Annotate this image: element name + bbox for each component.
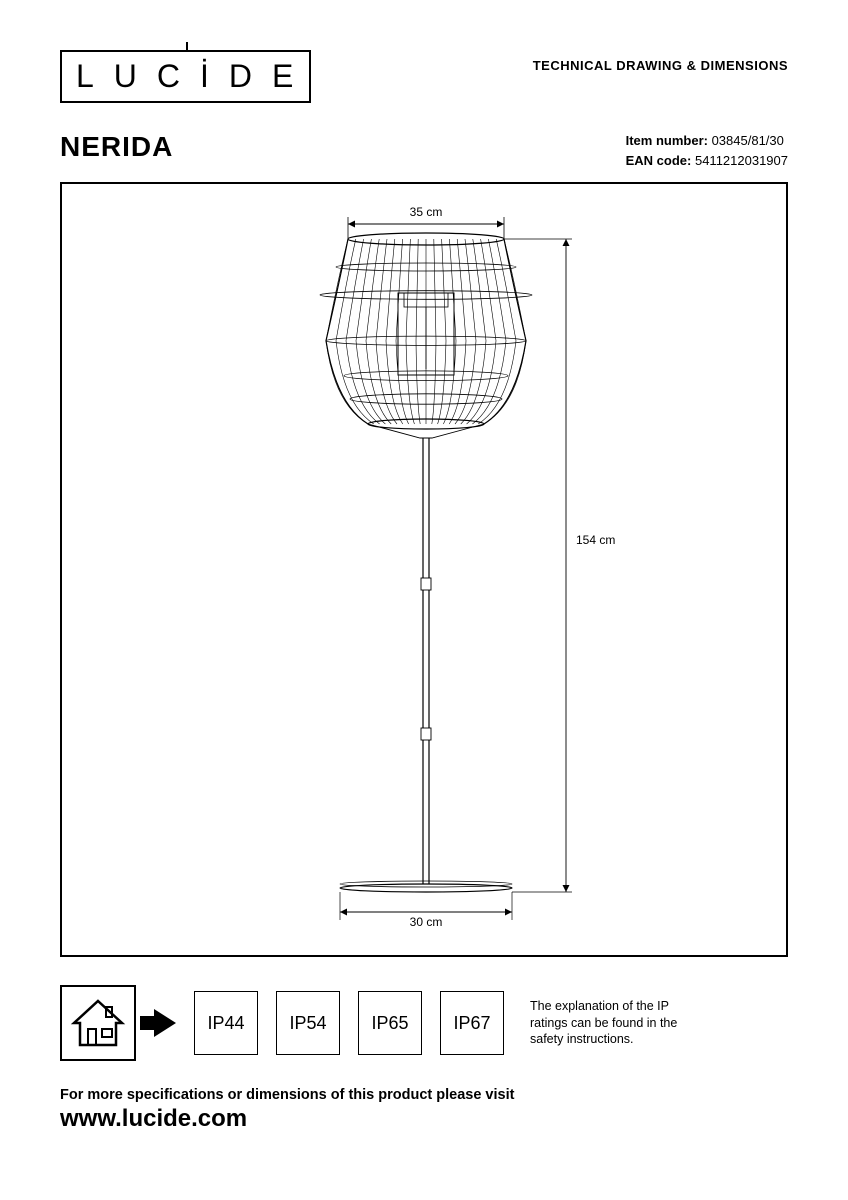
logo-letter-l: L (76, 58, 96, 95)
item-number-value: 03845/81/30 (712, 133, 784, 148)
ip-box-65: IP65 (358, 991, 422, 1055)
ean-row: EAN code: 5411212031907 (626, 151, 788, 171)
house-icon-box (60, 985, 136, 1061)
svg-text:30 cm: 30 cm (410, 915, 443, 929)
logo-letter-u: U (114, 58, 139, 95)
house-icon (70, 995, 126, 1051)
footer: For more specifications or dimensions of… (60, 1087, 788, 1133)
product-name: NERIDA (60, 131, 173, 163)
ip-box-54: IP54 (276, 991, 340, 1055)
ip-rating-row: IP44 IP54 IP65 IP67 The explanation of t… (60, 985, 788, 1061)
arrow-icon (154, 1009, 176, 1037)
footer-text: For more specifications or dimensions of… (60, 1087, 788, 1103)
drawing-frame: 35 cm 154 cm 30 cm (60, 182, 788, 957)
item-number-label: Item number: (626, 133, 708, 148)
logo-letter-c: C (157, 58, 182, 95)
header-title: TECHNICAL DRAWING & DIMENSIONS (533, 50, 788, 73)
ip-box-67: IP67 (440, 991, 504, 1055)
header-row: L U C İ D E TECHNICAL DRAWING & DIMENSIO… (60, 50, 788, 103)
ip-box-44: IP44 (194, 991, 258, 1055)
logo-letter-i: İ (200, 58, 211, 95)
subheader: NERIDA Item number: 03845/81/30 EAN code… (60, 131, 788, 170)
ean-label: EAN code: (626, 153, 692, 168)
brand-logo: L U C İ D E (60, 50, 311, 103)
product-meta: Item number: 03845/81/30 EAN code: 54112… (626, 131, 788, 170)
logo-letter-e: E (272, 58, 295, 95)
ip-note: The explanation of the IP ratings can be… (530, 998, 700, 1049)
footer-url: www.lucide.com (60, 1105, 788, 1133)
svg-text:154 cm: 154 cm (576, 533, 615, 547)
logo-tick (186, 42, 188, 52)
svg-text:35 cm: 35 cm (410, 205, 443, 219)
technical-drawing: 35 cm 154 cm 30 cm (62, 184, 790, 959)
item-number-row: Item number: 03845/81/30 (626, 131, 788, 151)
logo-letter-d: D (229, 58, 254, 95)
ean-value: 5411212031907 (695, 153, 788, 168)
